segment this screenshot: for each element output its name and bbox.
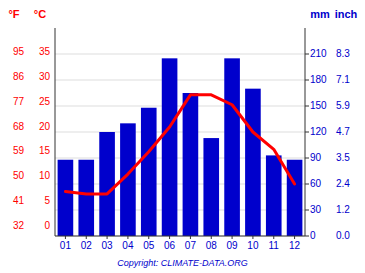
y2-tick xyxy=(305,132,309,133)
y-tick-label-f: 50 xyxy=(13,170,25,181)
y-tick-label: 10 xyxy=(39,170,51,181)
temperature-line xyxy=(65,95,294,194)
x-tick-label: 03 xyxy=(102,240,114,251)
bar xyxy=(99,132,115,236)
x-tick-label: 04 xyxy=(122,240,134,251)
y2-tick-label-inch: 8.3 xyxy=(336,48,350,59)
x-tick-label: 07 xyxy=(185,240,197,251)
y2-tick-label: 150 xyxy=(310,100,327,111)
bar xyxy=(58,160,74,236)
bar xyxy=(245,89,261,236)
y-axis-line xyxy=(55,28,56,236)
bar xyxy=(266,155,282,236)
chart: 0102030405060708091011123241505968778695… xyxy=(0,0,365,273)
x-tick xyxy=(148,236,149,239)
x-tick xyxy=(86,236,87,239)
x-tick xyxy=(65,236,66,239)
y2-tick xyxy=(305,210,309,211)
x-tick xyxy=(211,236,212,239)
bar xyxy=(162,58,178,236)
y2-tick-label-inch: 5.9 xyxy=(336,100,350,111)
y2-tick-label-inch: 4.7 xyxy=(336,126,350,137)
x-tick xyxy=(294,236,295,239)
y2-tick-label: 0 xyxy=(310,230,316,241)
x-tick xyxy=(127,236,128,239)
bar xyxy=(287,160,303,236)
bar xyxy=(78,160,94,236)
y-tick-label: 35 xyxy=(39,46,51,57)
x-tick-label: 10 xyxy=(247,240,259,251)
grid-line xyxy=(55,80,305,81)
x-tick-label: 06 xyxy=(164,240,176,251)
x-tick xyxy=(232,236,233,239)
grid-line xyxy=(55,132,305,133)
y2-tick-label: 210 xyxy=(310,48,327,59)
x-tick-label: 12 xyxy=(289,240,301,251)
y-tick-label-f: 68 xyxy=(13,121,25,132)
grid-line xyxy=(55,54,305,55)
y-tick-label: 30 xyxy=(39,71,51,82)
axis-label-mm: mm xyxy=(310,8,330,20)
x-tick-label: 08 xyxy=(206,240,218,251)
axis-label-inch: inch xyxy=(335,8,358,20)
x-tick-label: 02 xyxy=(81,240,93,251)
y2-tick-label-inch: 0.0 xyxy=(336,230,350,241)
y2-tick-label: 180 xyxy=(310,74,327,85)
axis-label-f: °F xyxy=(8,8,19,20)
y-tick-label: 0 xyxy=(44,220,50,231)
y-tick-label: 25 xyxy=(39,96,51,107)
y-tick-label: 20 xyxy=(39,121,51,132)
y-tick-label-f: 59 xyxy=(13,145,25,156)
y-tick-label-f: 95 xyxy=(13,46,25,57)
y2-tick xyxy=(305,80,309,81)
y2-tick-label: 90 xyxy=(310,152,322,163)
bar xyxy=(141,108,157,236)
x-axis-line xyxy=(55,236,305,237)
y2-tick-label: 60 xyxy=(310,178,322,189)
y-tick-label-f: 77 xyxy=(13,96,25,107)
y2-tick-label-inch: 1.2 xyxy=(336,204,350,215)
y2-tick-label-inch: 7.1 xyxy=(336,74,350,85)
y-tick-label-f: 32 xyxy=(13,220,25,231)
x-tick xyxy=(107,236,108,239)
x-tick xyxy=(252,236,253,239)
y-tick-label-f: 41 xyxy=(13,195,25,206)
y2-tick-label: 120 xyxy=(310,126,327,137)
x-tick-label: 11 xyxy=(269,240,280,251)
x-tick-label: 01 xyxy=(60,240,72,251)
y-tick-label: 15 xyxy=(39,145,51,156)
x-tick xyxy=(273,236,274,239)
bar xyxy=(203,138,219,236)
axis-label-c: °C xyxy=(34,8,46,20)
source-note: Copyright: CLIMATE-DATA.ORG xyxy=(117,258,248,268)
y2-tick xyxy=(305,184,309,185)
marks xyxy=(58,58,303,236)
y-tick-label: 5 xyxy=(44,195,50,206)
y-tick-label-f: 86 xyxy=(13,71,25,82)
y2-tick-label-inch: 2.4 xyxy=(336,178,350,189)
y2-tick xyxy=(305,158,309,159)
bar xyxy=(183,93,199,236)
x-tick xyxy=(169,236,170,239)
bar xyxy=(224,58,240,236)
x-tick xyxy=(190,236,191,239)
x-tick-label: 05 xyxy=(143,240,155,251)
y2-tick xyxy=(305,54,309,55)
grid-line xyxy=(55,106,305,107)
grid-line xyxy=(55,236,305,237)
y2-tick xyxy=(305,236,309,237)
x-tick-label: 09 xyxy=(227,240,239,251)
y2-tick-label-inch: 3.5 xyxy=(336,152,350,163)
y2-tick-label: 30 xyxy=(310,204,322,215)
y2-tick xyxy=(305,106,309,107)
